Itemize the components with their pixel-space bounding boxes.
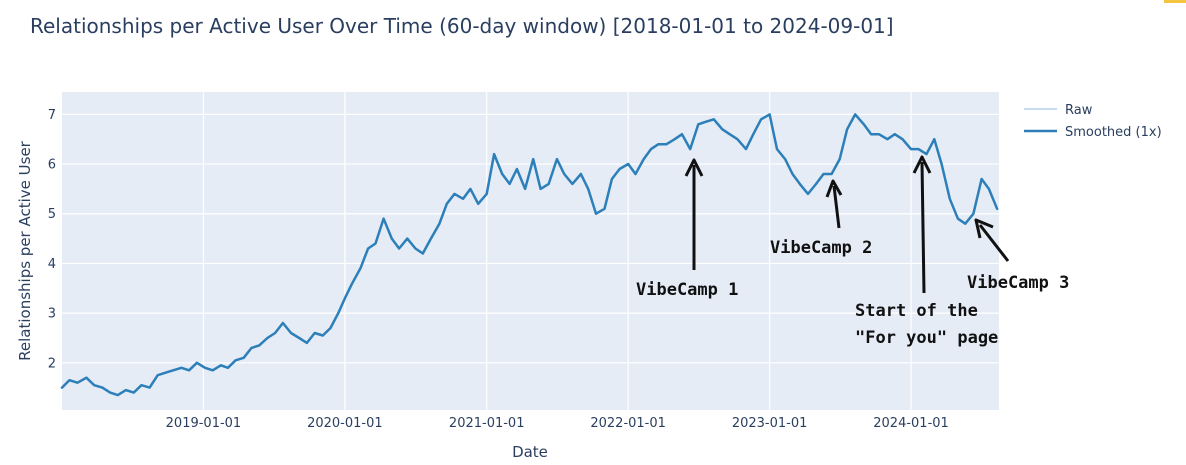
- annotation-label: Start of the "For you" page: [855, 301, 998, 348]
- y-tick-label: 7: [48, 108, 56, 123]
- annotation-vibecamp-3: VibeCamp 3: [967, 218, 1069, 293]
- annotations: VibeCamp 1 VibeCamp 2 Start of the "For y…: [636, 155, 1069, 348]
- legend-item-smoothed[interactable]: Smoothed (1x): [1024, 125, 1162, 140]
- x-tick-label: 2019-01-01: [166, 416, 242, 431]
- legend-item-raw[interactable]: Raw: [1024, 103, 1093, 118]
- x-tick-label: 2021-01-01: [449, 416, 525, 431]
- y-tick-label: 4: [48, 257, 56, 272]
- series-line-smoothed: [60, 113, 999, 397]
- chart-title: Relationships per Active User Over Time …: [30, 14, 894, 38]
- annotation-arrow-line: [920, 161, 926, 294]
- y-tick-label: 6: [48, 158, 56, 173]
- annotation-arrow-line: [832, 185, 841, 229]
- x-tick-label: 2020-01-01: [307, 416, 383, 431]
- annotation-for-you-page: Start of the "For you" page: [855, 155, 998, 348]
- annotation-label: VibeCamp 2: [770, 238, 872, 258]
- x-axis-title: Date: [512, 443, 548, 461]
- annotation-vibecamp-1: VibeCamp 1: [636, 158, 738, 300]
- legend-label-smoothed: Smoothed (1x): [1065, 125, 1162, 140]
- x-tick-label: 2024-01-01: [873, 416, 949, 431]
- series-layer: [60, 113, 999, 397]
- corner-accent: [1164, 0, 1186, 3]
- y-gridlines: [62, 113, 999, 364]
- y-tick-label: 5: [48, 207, 56, 222]
- annotation-arrowhead: [974, 218, 994, 239]
- legend-label-raw: Raw: [1065, 103, 1093, 118]
- y-tick-labels: 2 3 4 5 6 7: [48, 108, 56, 371]
- annotation-label: VibeCamp 1: [636, 280, 738, 300]
- x-gridlines: [202, 92, 912, 410]
- y-axis-title: Relationships per Active User: [16, 140, 34, 361]
- y-tick-label: 3: [48, 307, 56, 322]
- annotation-arrow-line: [978, 224, 1010, 262]
- x-tick-label: 2022-01-01: [590, 416, 666, 431]
- x-tick-label: 2023-01-01: [732, 416, 808, 431]
- annotation-arrowhead: [825, 179, 843, 198]
- annotation-label: VibeCamp 3: [967, 273, 1069, 293]
- x-tick-labels: 2019-01-01 2020-01-01 2021-01-01 2022-01-01…: [166, 416, 949, 431]
- annotation-arrowhead: [684, 158, 704, 177]
- legend[interactable]: Raw Smoothed (1x): [1024, 103, 1162, 140]
- annotation-vibecamp-2: VibeCamp 2: [770, 179, 872, 258]
- y-tick-label: 2: [48, 356, 56, 371]
- annotation-arrowhead: [912, 155, 932, 174]
